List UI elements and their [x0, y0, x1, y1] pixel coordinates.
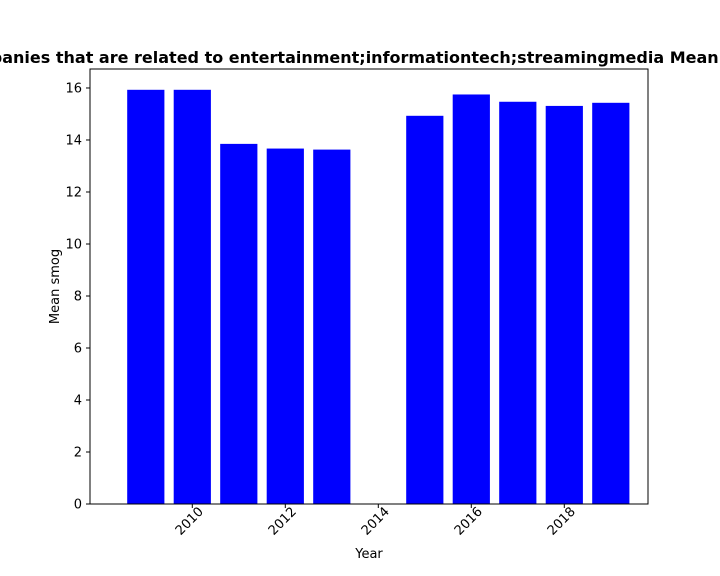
chart-title: Mean smog in private companies that are … [0, 48, 720, 67]
x-tick-label-2010: 2010 [173, 505, 207, 539]
x-tick-label-2016: 2016 [452, 505, 486, 539]
bar-2011 [220, 143, 258, 504]
bar-2017 [499, 101, 537, 504]
x-axis-label: Year [354, 547, 383, 562]
x-axis: 2010 2012 2014 2016 2018 [173, 504, 579, 539]
y-tick-label-4: 4 [74, 393, 82, 408]
bar-2016 [452, 94, 490, 504]
y-tick-label-16: 16 [65, 81, 82, 96]
x-tick-label-2018: 2018 [545, 505, 579, 539]
bar-2009 [127, 89, 165, 505]
y-axis: 0 2 4 6 8 10 12 14 16 [65, 81, 90, 513]
bar-2018 [545, 105, 583, 505]
y-tick-label-14: 14 [65, 133, 82, 148]
y-tick-label-12: 12 [65, 185, 82, 200]
y-tick-label-8: 8 [74, 289, 82, 304]
y-tick-label-2: 2 [74, 445, 82, 460]
y-tick-label-0: 0 [74, 498, 82, 513]
x-tick-label-2012: 2012 [266, 505, 300, 539]
bar-2010 [173, 89, 211, 505]
y-axis-label: Mean smog [48, 249, 63, 324]
bar-2019 [592, 102, 630, 505]
bar-2013 [313, 149, 351, 504]
x-tick-label-2014: 2014 [359, 505, 393, 539]
bars-group [127, 89, 630, 505]
y-tick-label-6: 6 [74, 341, 82, 356]
plot-frame [89, 68, 649, 505]
bar-2012 [266, 148, 304, 504]
y-tick-label-10: 10 [65, 237, 82, 252]
bar-2015 [406, 115, 444, 505]
